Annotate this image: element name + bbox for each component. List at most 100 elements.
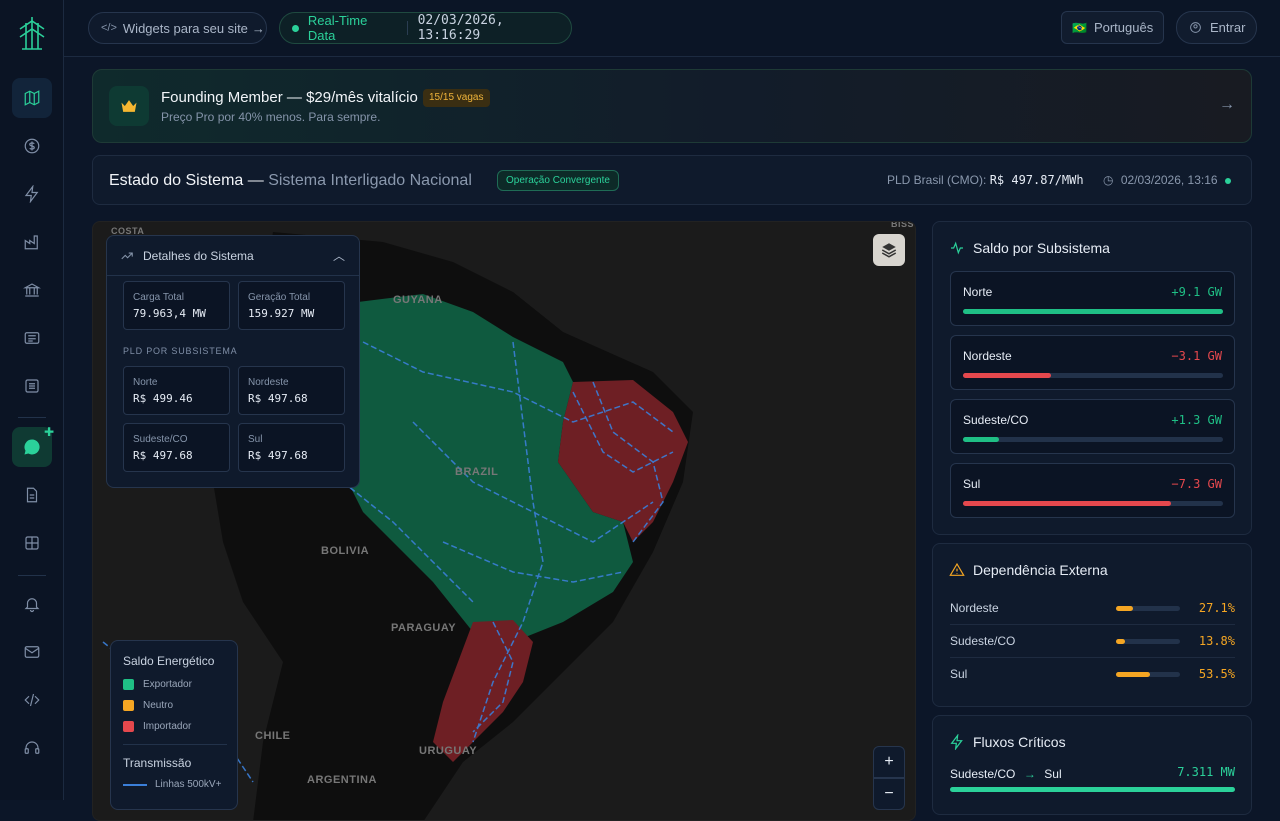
saldo-card[interactable]: Sul −7.3 GW (950, 463, 1235, 518)
map-label-guyana: GUYANA (393, 294, 443, 306)
details-title: Detalhes do Sistema (143, 249, 254, 263)
language-selector[interactable]: 🇧🇷 Português (1061, 11, 1164, 44)
dependencia-name: Sudeste/CO (950, 634, 1016, 648)
login-label: Entrar (1210, 20, 1246, 35)
dependencia-bar-track (1116, 639, 1180, 644)
map-label-brazil: BRAZIL (455, 466, 499, 478)
pld-card-sul: Sul R$ 497.68 (238, 423, 345, 472)
sidebar-item-api[interactable] (12, 680, 52, 720)
status-title: Estado do Sistema — Sistema Interligado … (109, 172, 472, 190)
live-dot (292, 24, 299, 32)
fluxos-panel: Fluxos Críticos Sudeste/CO → Sul 7.311 M… (932, 715, 1252, 815)
arrow-right-icon: → (251, 20, 265, 36)
saldo-card[interactable]: Norte +9.1 GW (950, 271, 1235, 326)
map-label-bolivia: BOLIVIA (321, 545, 370, 557)
pld-card-label: Nordeste (248, 377, 289, 388)
layers-button[interactable] (873, 234, 905, 266)
dependencia-pct: 27.1% (1198, 601, 1235, 615)
bolt-icon (950, 734, 963, 750)
sidebar-item-alerts[interactable] (12, 584, 52, 624)
zoom-in-button[interactable]: + (873, 746, 905, 778)
details-header[interactable]: Detalhes do Sistema ︿ (107, 236, 359, 276)
sidebar-item-reports[interactable] (12, 366, 52, 406)
geracao-label: Geração Total (248, 292, 311, 303)
sidebar-item-mail[interactable] (12, 632, 52, 672)
activity-icon (951, 241, 963, 255)
factory-icon (24, 235, 38, 250)
logo-icon[interactable] (17, 15, 47, 51)
operation-badge: Operação Convergente (497, 170, 619, 191)
legend-item-linhas: Linhas 500kV+ (123, 779, 221, 790)
region-importer-northeast[interactable] (558, 380, 688, 542)
saldo-card[interactable]: Sudeste/CO +1.3 GW (950, 399, 1235, 454)
chevron-up-icon[interactable]: ︿ (332, 249, 345, 263)
divider (123, 744, 227, 745)
list-icon (25, 379, 39, 393)
realtime-timestamp: 02/03/2026, 13:16:29 (417, 13, 504, 43)
map-label-biss: BISS (891, 221, 915, 229)
flow-from: Sudeste/CO (950, 767, 1016, 781)
widgets-label: Widgets para seu site (122, 20, 248, 36)
flow-bar (950, 787, 1235, 792)
legend-label: Neutro (143, 700, 174, 711)
sidebar-item-market[interactable] (12, 270, 52, 310)
saldo-card[interactable]: Nordeste −3.1 GW (950, 335, 1235, 390)
seats-badge: 15/15 vagas (423, 89, 490, 107)
dependencia-panel: Dependência Externa Nordeste 27.1% Sudeste… (932, 543, 1252, 707)
saldo-panel: Saldo por Subsistema Norte +9.1 GW Nordest… (932, 221, 1252, 535)
arrow-right-icon[interactable]: → (1219, 96, 1235, 113)
sidebar-item-chat[interactable]: ✚ (12, 425, 54, 467)
sidebar-item-generation[interactable] (12, 222, 52, 262)
status-time: ◷ 02/03/2026, 13:16 (1103, 173, 1231, 187)
bank-icon (23, 283, 41, 297)
map-label-chile: CHILE (255, 730, 291, 742)
saldo-bar-track (963, 309, 1223, 314)
code-icon: </> (101, 22, 117, 34)
founding-member-banner[interactable]: Founding Member — $29/mês vitalício 15/1… (92, 69, 1252, 143)
carga-value: 79.963,4 MW (133, 307, 206, 320)
mail-icon (24, 646, 40, 658)
pld-card-value: R$ 497.68 (133, 449, 193, 462)
sidebar-item-dashboard[interactable] (12, 523, 52, 563)
region-exporter[interactable] (343, 294, 633, 642)
pld-card-norte: Norte R$ 499.46 (123, 366, 230, 415)
region-importer-south[interactable] (433, 620, 533, 762)
pld-value: R$ 497.87/MWh (989, 173, 1084, 187)
sidebar-item-news[interactable] (12, 318, 52, 358)
sidebar-item-energy[interactable] (12, 174, 52, 214)
transmission-lines (102, 341, 674, 783)
pld-card-nordeste: Nordeste R$ 497.68 (238, 366, 345, 415)
dependencia-pct: 13.8% (1198, 634, 1235, 648)
realtime-indicator: Real-Time Data 02/03/2026, 13:16:29 (279, 12, 572, 44)
arrow-right-icon: → (1023, 767, 1036, 781)
status-title-main: Estado do Sistema — (109, 172, 264, 189)
language-label: Português (1093, 20, 1154, 35)
zoom-out-button[interactable]: − (873, 778, 905, 810)
legend-item-exportador: Exportador (123, 679, 192, 690)
saldo-value: +1.3 GW (1171, 413, 1222, 427)
map-legend: Saldo Energético Exportador Neutro Impor… (110, 640, 238, 810)
pld-card-label: Sudeste/CO (133, 434, 188, 445)
flow-to: Sul (1044, 767, 1062, 781)
legend-label: Importador (143, 721, 192, 732)
dependencia-row: Sul 53.5% (950, 658, 1235, 691)
saldo-bar-fill (963, 373, 1052, 378)
flow-value: 7.311 MW (1177, 765, 1235, 779)
sidebar-item-documents[interactable] (12, 475, 52, 515)
saldo-name: Nordeste (963, 349, 1012, 363)
saldo-name: Sudeste/CO (963, 413, 1029, 427)
sidebar-item-prices[interactable] (12, 126, 52, 166)
sparkle-icon: ✚ (43, 425, 54, 439)
news-icon (24, 332, 40, 344)
widgets-button[interactable]: </> Widgets para seu site → (88, 12, 267, 44)
pld-card-sudeste: Sudeste/CO R$ 497.68 (123, 423, 230, 472)
sidebar-item-support[interactable] (12, 728, 52, 768)
critical-flow-row[interactable]: Sudeste/CO → Sul 7.311 MW (950, 765, 1235, 792)
login-button[interactable]: Entrar (1176, 11, 1257, 44)
dependencia-bar-fill (1116, 639, 1125, 644)
top-header: </> Widgets para seu site → Real-Time Da… (64, 0, 1280, 57)
dependencia-name: Sul (950, 667, 968, 681)
dependencia-name: Nordeste (950, 601, 999, 615)
sidebar-item-map[interactable] (12, 78, 52, 118)
dependencia-bar-fill (1116, 606, 1134, 611)
